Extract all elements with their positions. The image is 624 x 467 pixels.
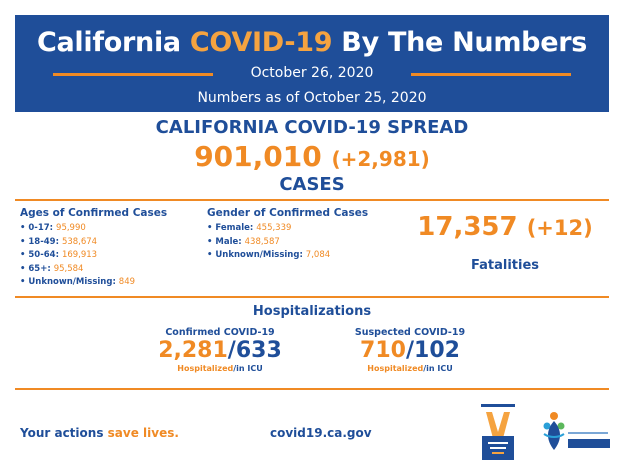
list-item: • 18-49: 538,674 (20, 236, 98, 247)
divider-middle (15, 296, 609, 298)
confirmed-hospitalizations: Confirmed COVID-19 2,281/633 Hospitalize… (150, 327, 290, 373)
spread-heading: CALIFORNIA COVID-19 SPREAD (155, 117, 469, 138)
suspected-label: Suspected COVID-19 (354, 327, 466, 338)
suspected-numbers: 710/102 (360, 338, 460, 363)
confirmed-numbers: 2,281/633 (158, 338, 282, 363)
fatalities-total: 17,357 (+12) (417, 212, 593, 242)
title-highlight: COVID-19 (189, 27, 333, 58)
ages-list: • 0-17: 95,990 • 18-49: 538,674 • 50-64:… (20, 222, 167, 290)
cases-delta: (+2,981) (331, 147, 430, 171)
list-item: • 50-64: 169,913 (20, 250, 98, 260)
suspected-hospitalizations: Suspected COVID-19 710/102 Hospitalized/… (340, 327, 480, 373)
fatalities-delta: (+12) (526, 216, 593, 240)
cases-label: CASES (279, 174, 345, 195)
hospitalizations-heading: Hospitalizations (252, 304, 372, 319)
tagline: Your actions save lives. (20, 426, 179, 440)
divider-bottom (15, 388, 609, 390)
gender-heading: Gender of Confirmed Cases (207, 207, 369, 219)
confirmed-label: Confirmed COVID-19 (165, 327, 275, 338)
confirmed-sublabel: Hospitalized/in ICU (177, 364, 263, 373)
california-all-logo-icon (478, 402, 518, 460)
public-health-logo-icon (543, 412, 610, 450)
list-item: • Unknown/Missing: 7,084 (207, 250, 331, 260)
website-link[interactable]: covid19.ca.gov (270, 426, 372, 440)
gender-list: • Female: 455,339 • Male: 438,587 • Unkn… (207, 222, 368, 263)
banner-rule-left (53, 73, 213, 76)
page-title: California COVID-19 By The Numbers (36, 27, 588, 58)
fatalities-label: Fatalities (470, 258, 539, 273)
gender-group: Gender of Confirmed Cases • Female: 455,… (207, 207, 368, 263)
list-item: • Unknown/Missing: 849 (20, 277, 136, 287)
cases-total: 901,010 (+2,981) (194, 140, 430, 173)
ages-heading: Ages of Confirmed Cases (20, 207, 168, 219)
ages-group: Ages of Confirmed Cases • 0-17: 95,990 •… (20, 207, 167, 290)
divider-top (15, 199, 609, 201)
suspected-sublabel: Hospitalized/in ICU (367, 364, 453, 373)
list-item: • 65+: 95,584 (20, 263, 84, 274)
report-date: October 26, 2020 (250, 65, 374, 81)
numbers-as-of: Numbers as of October 25, 2020 (197, 90, 427, 106)
list-item: • Female: 455,339 (207, 223, 292, 233)
list-item: • 0-17: 95,990 (20, 223, 86, 233)
list-item: • Male: 438,587 (207, 236, 280, 247)
banner-rule-right (411, 73, 571, 76)
header-banner: California COVID-19 By The Numbers Octob… (15, 15, 609, 112)
